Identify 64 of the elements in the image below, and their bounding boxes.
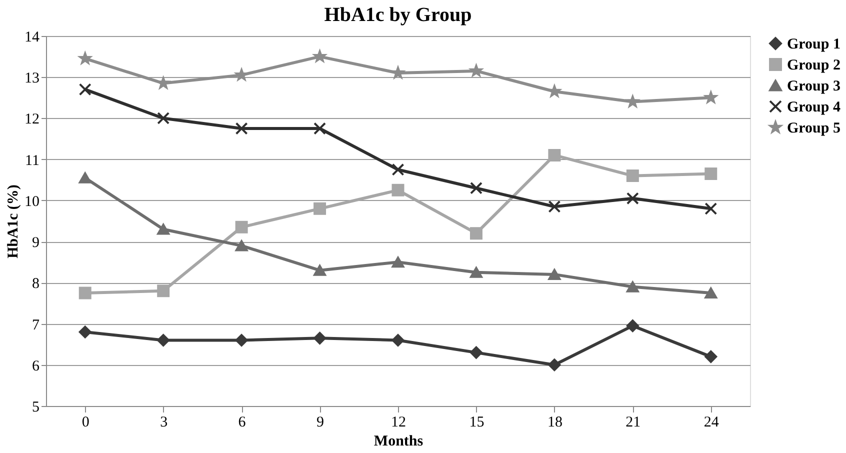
point (157, 112, 170, 124)
point (392, 334, 404, 346)
y-axis-title: HbA1c (%) (6, 184, 22, 258)
point (548, 268, 561, 280)
y-tick-label: 14 (24, 30, 40, 46)
point (704, 167, 718, 180)
point (626, 192, 639, 205)
point (548, 200, 561, 213)
point (78, 326, 92, 338)
point (548, 148, 561, 162)
point (235, 240, 248, 252)
x-tick-label: 6 (238, 414, 246, 430)
x-axis-title: Months (374, 434, 424, 450)
x-tick-label: 24 (704, 414, 720, 430)
point (235, 334, 248, 346)
point (470, 182, 482, 194)
point (235, 220, 248, 234)
point (392, 163, 404, 176)
point (314, 202, 326, 215)
y-tick-label: 12 (24, 112, 40, 128)
point (704, 350, 718, 363)
point (157, 334, 170, 346)
legend-label: Group 4 (787, 100, 841, 116)
point (314, 264, 326, 276)
chart-title: HbA1c by Group (324, 4, 472, 26)
point (157, 284, 170, 298)
legend-label: Group 2 (787, 58, 840, 74)
x-tick-label: 18 (547, 414, 562, 430)
y-tick-label: 5 (32, 400, 40, 416)
x-tick-label: 15 (469, 414, 484, 430)
y-tick-label: 11 (25, 152, 40, 169)
y-tick-label: 6 (32, 358, 40, 374)
point (626, 281, 639, 292)
legend-label: Group 5 (787, 120, 840, 136)
y-tick-label: 13 (24, 70, 40, 87)
point (626, 320, 639, 332)
x-tick-label: 3 (160, 414, 168, 430)
legend-label: Group 1 (787, 36, 840, 52)
y-tick-label: 8 (32, 276, 40, 292)
point (235, 122, 248, 135)
x-tick-label: 0 (82, 414, 90, 430)
point (78, 172, 92, 184)
point (548, 358, 561, 372)
point (470, 227, 482, 240)
point (78, 286, 92, 300)
point (78, 83, 92, 96)
x-tick-label: 21 (626, 414, 641, 430)
x-tick-label: 9 (316, 414, 324, 430)
point (314, 50, 326, 62)
point (470, 266, 482, 278)
y-tick-label: 7 (32, 317, 40, 334)
y-tick-label: 9 (32, 235, 40, 252)
point (392, 184, 404, 196)
x-tick-label: 12 (391, 414, 406, 430)
point (157, 224, 170, 235)
point (704, 287, 718, 298)
point (392, 256, 404, 268)
legend-label: Group 3 (787, 78, 840, 94)
point (626, 170, 639, 182)
point (314, 122, 326, 135)
point (704, 202, 718, 215)
y-tick-label: 10 (24, 194, 40, 210)
point (314, 332, 326, 344)
point (470, 346, 482, 359)
